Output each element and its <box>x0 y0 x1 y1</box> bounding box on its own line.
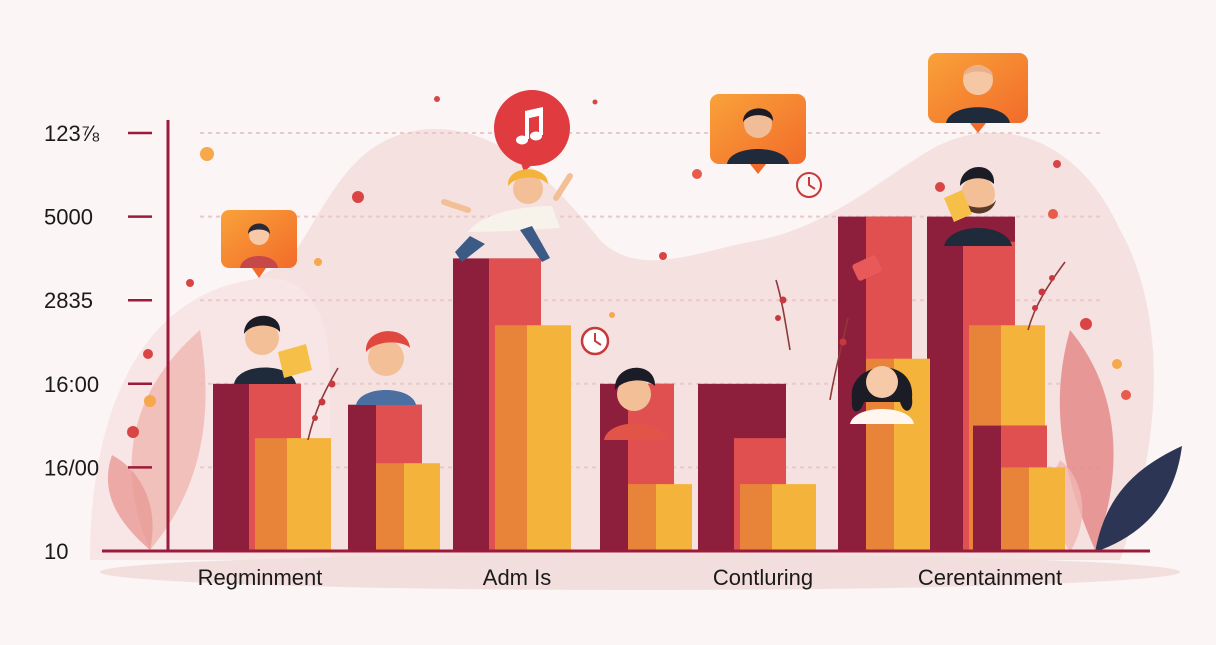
clock-icon <box>796 172 822 198</box>
avatar-card-woman <box>221 210 297 278</box>
book-icon <box>278 344 312 378</box>
bar-cluster-secondary-1 <box>600 383 692 551</box>
person-red-hair-regminment <box>356 331 416 405</box>
person-bearded-man-cerentainment <box>944 166 1012 246</box>
person-boy-contluring <box>604 367 666 440</box>
person-avatar-icon <box>240 256 278 268</box>
navy-leaf-right <box>1095 446 1182 552</box>
bar-primary-yellow-2 <box>772 484 816 551</box>
ground-shadow <box>100 554 1180 590</box>
decorative-dots <box>127 96 1131 438</box>
person-avatar-icon <box>727 149 789 164</box>
music-bubble <box>494 90 570 172</box>
avatar-card-man <box>710 94 806 174</box>
bar-primary-orange-2 <box>740 484 774 551</box>
branch-berries <box>312 275 1055 421</box>
bar-primary-orange-0 <box>255 438 289 551</box>
x-tick-label: Contluring <box>713 565 813 590</box>
bar-primary-yellow-0 <box>287 438 331 551</box>
x-tick-label: Regminment <box>198 565 323 590</box>
y-tick-label: 16:00 <box>44 372 99 397</box>
bar-secondary-orange-0 <box>376 463 406 551</box>
bar-cluster-primary-0 <box>213 383 331 551</box>
bar-secondary-orange-3 <box>1001 467 1031 551</box>
pink-leaf-right <box>1059 330 1114 550</box>
bar-secondary-orange-1 <box>628 484 658 551</box>
y-tick-label: 5000 <box>44 205 93 230</box>
bar-cluster-secondary-0 <box>348 404 440 551</box>
bar-cluster-primary-1 <box>453 258 571 551</box>
x-tick-label: Adm Is <box>483 565 551 590</box>
avatar-card-bald-man <box>928 53 1028 133</box>
ticket-icon <box>852 255 882 281</box>
bar-cluster-secondary-3 <box>973 425 1065 551</box>
person-girl-contluring <box>850 366 914 424</box>
bar-cluster-primary-2 <box>698 383 816 551</box>
bars-group <box>213 216 1065 551</box>
x-axis-labels: Regminment Adm Is Contluring Cerentainment <box>198 565 1063 590</box>
book-icon <box>944 190 972 222</box>
person-avatar-icon <box>946 107 1010 123</box>
person-reading-regminment <box>234 315 312 384</box>
alarm-clock-icon <box>580 326 610 356</box>
bar-secondary-yellow-1 <box>656 484 692 551</box>
y-tick-label: 16/00 <box>44 455 99 480</box>
branch-sprig-2 <box>775 279 791 351</box>
y-tick-label: 2835 <box>44 288 93 313</box>
x-tick-label: Cerentainment <box>918 565 1062 590</box>
music-note-icon <box>516 107 543 145</box>
branch-sprig-3 <box>829 317 849 401</box>
y-axis-ticks: 10 16/00 16:00 2835 5000 123⅞ <box>44 121 152 564</box>
y-tick-label: 10 <box>44 539 68 564</box>
pink-leaf-left-small <box>107 455 153 550</box>
bar-secondary-yellow-0 <box>404 463 440 551</box>
person-jumping-adm-is <box>441 169 573 262</box>
bar-primary-yellow-1 <box>527 325 571 551</box>
bar-primary-orange-1 <box>495 325 529 551</box>
y-tick-label: 123⅞ <box>44 121 100 146</box>
bar-secondary-yellow-3 <box>1029 467 1065 551</box>
axes <box>102 120 1150 553</box>
